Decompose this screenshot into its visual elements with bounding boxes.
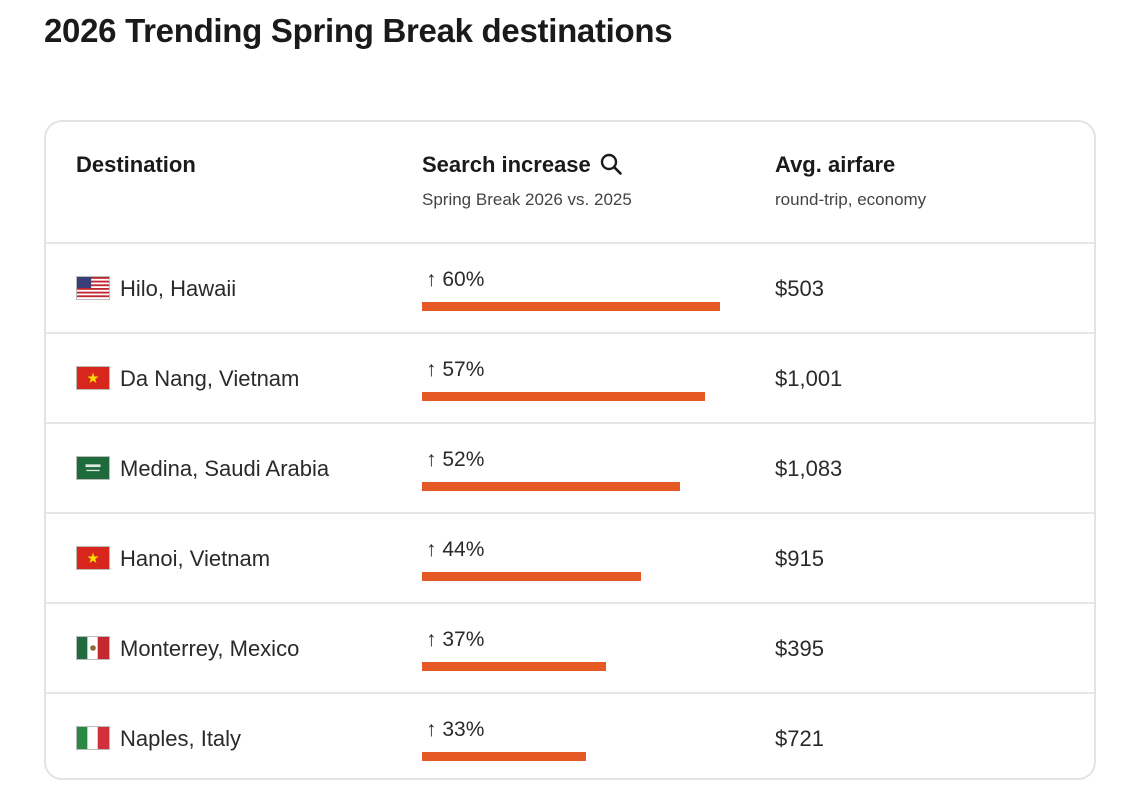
airfare-header-label: Avg. airfare [775,152,896,177]
increase-bar [422,302,720,311]
increase-bar [422,572,641,581]
increase-bar [422,482,680,491]
increase-bar [422,752,586,761]
search-icon [600,153,622,175]
destination-name: Monterrey, Mexico [120,636,300,661]
destination-name: Hilo, Hawaii [120,276,237,301]
airfare-value: $395 [775,636,824,661]
italy-flag-icon [76,726,110,750]
increase-label: ↑ 37% [426,628,485,651]
table-row: Da Nang, Vietnam ↑ 57% $1,001 [46,334,1094,424]
table-row: Naples, Italy ↑ 33% $721 [46,694,1094,778]
increase-bar [422,392,705,401]
destination-name: Naples, Italy [120,726,242,751]
increase-label: ↑ 57% [426,358,485,381]
table-header: Destination Search increase Spring Break… [46,122,1094,244]
mexico-flag-icon [76,636,110,660]
increase-label: ↑ 52% [426,448,485,471]
saudi-arabia-flag-icon [76,456,110,480]
destinations-table: Destination Search increase Spring Break… [44,120,1096,780]
destination-header-label: Destination [76,152,196,177]
table-row: Medina, Saudi Arabia ↑ 52% $1,083 [46,424,1094,514]
search-header-label: Search increase [422,152,591,177]
airfare-value: $1,001 [775,366,843,391]
airfare-value: $915 [775,546,824,571]
destination-name: Hanoi, Vietnam [120,546,271,571]
table-row: Hanoi, Vietnam ↑ 44% $915 [46,514,1094,604]
vietnam-flag-icon [76,366,110,390]
destination-name: Medina, Saudi Arabia [120,456,330,481]
search-header-title: Search increase [422,152,623,178]
increase-label: ↑ 44% [426,538,485,561]
table-row: Hilo, Hawaii ↑ 60% $503 [46,244,1094,334]
vietnam-flag-icon [76,546,110,570]
increase-bar [422,662,606,671]
airfare-header-subtitle: round-trip, economy [775,190,927,209]
increase-label: ↑ 60% [426,268,485,291]
page-title: 2026 Trending Spring Break destinations [44,12,673,49]
table-row: Monterrey, Mexico ↑ 37% $395 [46,604,1094,694]
airfare-value: $1,083 [775,456,843,481]
us-flag-icon [76,276,110,300]
airfare-value: $721 [775,726,824,751]
destination-name: Da Nang, Vietnam [120,366,300,391]
search-header-subtitle: Spring Break 2026 vs. 2025 [422,190,632,209]
airfare-value: $503 [775,276,824,301]
increase-label: ↑ 33% [426,718,485,741]
